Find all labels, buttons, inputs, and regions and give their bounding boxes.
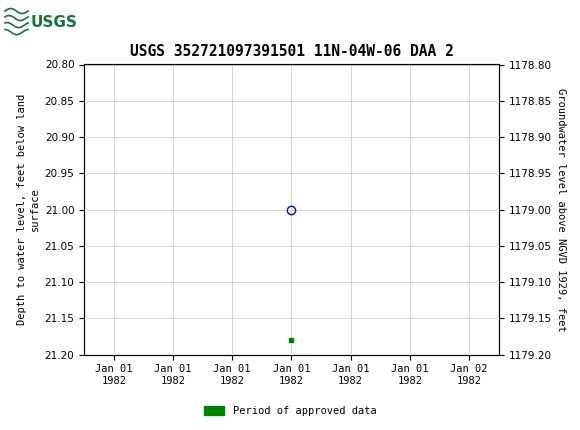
Title: USGS 352721097391501 11N-04W-06 DAA 2: USGS 352721097391501 11N-04W-06 DAA 2 bbox=[129, 44, 454, 59]
FancyBboxPatch shape bbox=[4, 3, 50, 42]
Legend: Period of approved data: Period of approved data bbox=[200, 402, 380, 421]
Y-axis label: Depth to water level, feet below land
surface: Depth to water level, feet below land su… bbox=[17, 94, 41, 325]
Text: USGS: USGS bbox=[31, 15, 78, 30]
Y-axis label: Groundwater level above NGVD 1929, feet: Groundwater level above NGVD 1929, feet bbox=[556, 88, 566, 332]
